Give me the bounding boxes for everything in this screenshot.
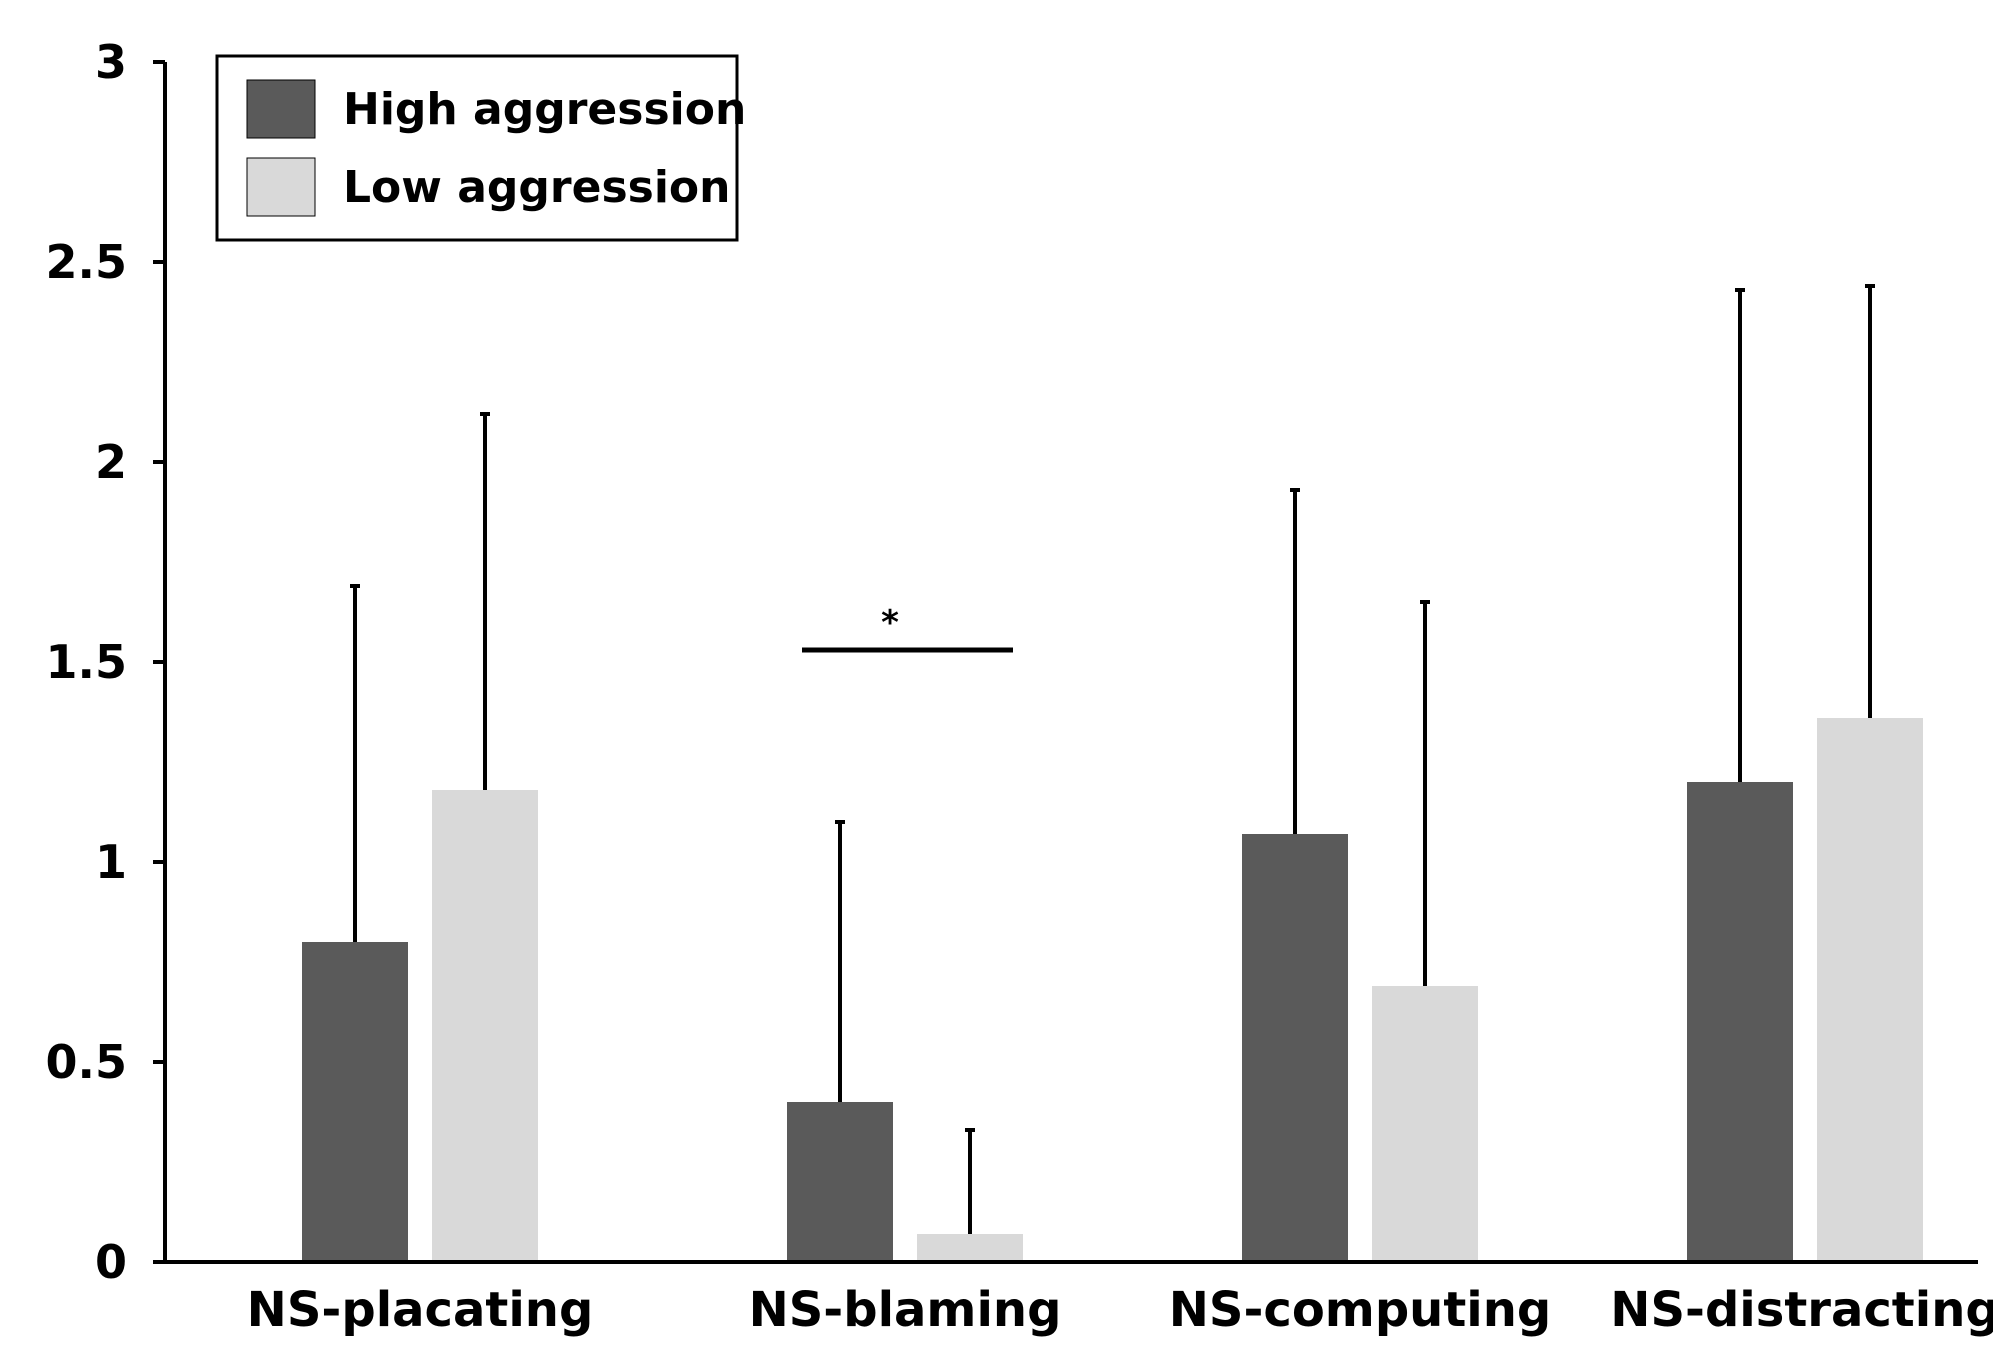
y-tick-label-2: 2	[95, 435, 127, 489]
x-tick-label-ns-computing: NS-computing	[1169, 1282, 1552, 1338]
y-tick-label-1-5: 1.5	[46, 635, 128, 689]
annotations-layer: *	[802, 603, 1013, 653]
x-tick-label-ns-distracting: NS-distracting	[1610, 1282, 1993, 1338]
y-tick-label-3: 3	[95, 35, 127, 89]
legend-swatch-high-aggression	[246, 79, 316, 139]
bar-low-aggression-ns-distracting	[1817, 718, 1923, 1262]
error-bars-layer	[350, 284, 1875, 1234]
x-tick-label-ns-blaming: NS-blaming	[749, 1282, 1062, 1338]
bar-low-aggression-ns-placating	[432, 790, 538, 1262]
y-tick-label-2-5: 2.5	[46, 235, 128, 289]
y-tick-label-1: 1	[95, 835, 127, 889]
bar-high-aggression-ns-distracting	[1687, 782, 1793, 1262]
legend-label-low-aggression: Low aggression	[343, 162, 730, 213]
legend: High aggression Low aggression	[215, 54, 746, 242]
x-tick-label-ns-placating: NS-placating	[247, 1282, 594, 1338]
bar-high-aggression-ns-computing	[1242, 834, 1348, 1262]
legend-swatch-low-aggression	[246, 157, 316, 217]
bars-layer	[302, 718, 1923, 1262]
bar-high-aggression-ns-placating	[302, 942, 408, 1262]
y-tick-label-0-5: 0.5	[46, 1035, 128, 1089]
bar-low-aggression-ns-computing	[1372, 986, 1478, 1262]
legend-label-high-aggression: High aggression	[343, 84, 746, 135]
bar-low-aggression-ns-blaming	[917, 1234, 1023, 1262]
bar-high-aggression-ns-blaming	[787, 1102, 893, 1262]
significance-star-ns-blaming: *	[881, 603, 899, 643]
axes-layer: NS-placating NS-blaming NS-computing NS-dis…	[46, 35, 1993, 1338]
y-tick-label-0: 0	[95, 1235, 127, 1289]
